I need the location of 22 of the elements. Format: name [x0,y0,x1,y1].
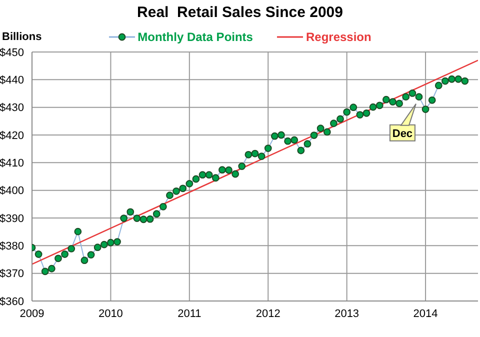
y-tick-label: $410 [0,158,24,170]
x-tick-label: 2012 [256,308,280,320]
x-tick-label: 2014 [413,308,438,320]
legend-label: Monthly Data Points [138,30,253,44]
y-tick-label: $440 [0,74,24,87]
y-tick-label: $360 [0,296,24,308]
y-tick-label: $420 [0,130,24,142]
callout: Dec [389,103,416,142]
chart-title: Real Retail Sales Since 2009 [136,3,344,23]
y-tick-label: $370 [0,268,24,280]
y-tick-label: $400 [0,185,24,198]
y-tick-label: $450 [0,46,24,59]
y-tick-label: $380 [0,240,24,253]
annotation: Dec [392,128,413,140]
x-tick-label: 2013 [334,308,360,320]
x-tick-label: 2010 [98,308,123,320]
y-tick-label: $430 [0,102,24,114]
x-tick-label: 2009 [20,308,44,320]
y-tick-label: $390 [0,212,24,225]
y-axis-title: Billions [2,31,42,43]
x-tick-label: 2011 [178,308,202,320]
legend-label: Regression [306,30,372,44]
